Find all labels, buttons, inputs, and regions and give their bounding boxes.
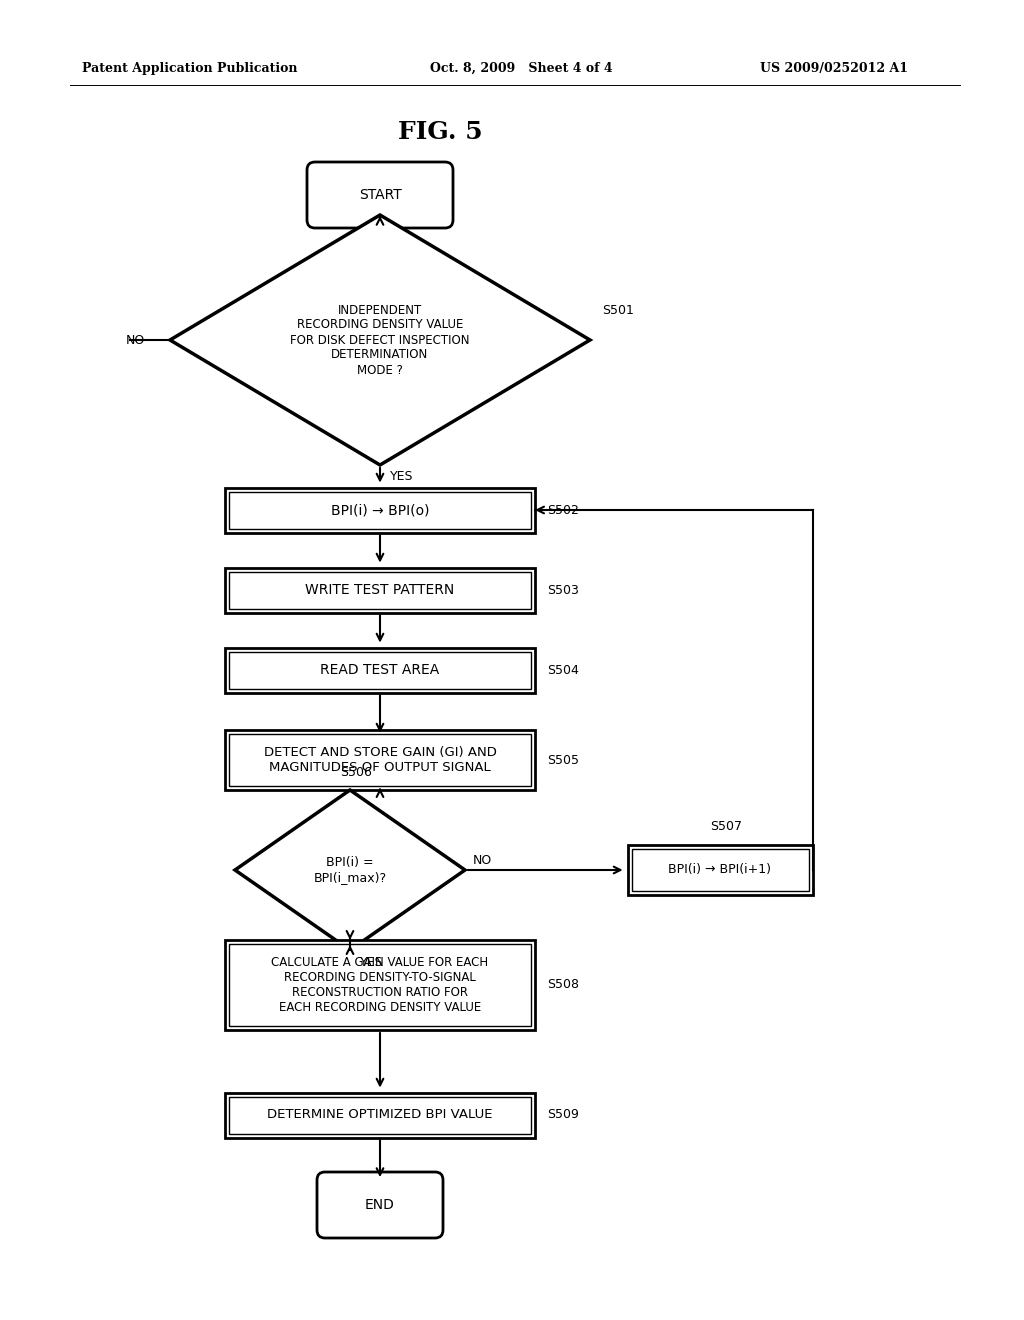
FancyBboxPatch shape [307, 162, 453, 228]
Text: S502: S502 [547, 503, 579, 516]
Text: S509: S509 [547, 1109, 579, 1122]
Text: START: START [358, 187, 401, 202]
Bar [229, 944, 531, 1026]
Text: S503: S503 [547, 583, 579, 597]
Text: INDEPENDENT
RECORDING DENSITY VALUE
FOR DISK DEFECT INSPECTION
DETERMINATION
MOD: INDEPENDENT RECORDING DENSITY VALUE FOR … [290, 304, 470, 376]
Text: S505: S505 [547, 754, 579, 767]
Text: YES: YES [360, 956, 384, 969]
Text: BPI(i) =
BPI(i_max)?: BPI(i) = BPI(i_max)? [313, 855, 387, 884]
Bar [229, 652, 531, 689]
Bar [632, 849, 809, 891]
Bar [229, 572, 531, 609]
Bar [225, 730, 535, 789]
Bar [229, 491, 531, 528]
Text: READ TEST AREA: READ TEST AREA [321, 663, 439, 677]
Text: BPI(i) → BPI(o): BPI(i) → BPI(o) [331, 503, 429, 517]
Text: BPI(i) → BPI(i+1): BPI(i) → BPI(i+1) [669, 863, 771, 876]
Text: END: END [366, 1199, 395, 1212]
Bar [225, 487, 535, 532]
Text: DETERMINE OPTIMIZED BPI VALUE: DETERMINE OPTIMIZED BPI VALUE [267, 1109, 493, 1122]
Bar [225, 1093, 535, 1138]
Bar [225, 940, 535, 1030]
Bar [225, 648, 535, 693]
Bar [229, 1097, 531, 1134]
Text: WRITE TEST PATTERN: WRITE TEST PATTERN [305, 583, 455, 597]
Text: CALCULATE A GAIN VALUE FOR EACH
RECORDING DENSITY-TO-SIGNAL
RECONSTRUCTION RATIO: CALCULATE A GAIN VALUE FOR EACH RECORDIN… [271, 956, 488, 1014]
Polygon shape [170, 215, 590, 465]
Text: S508: S508 [547, 978, 579, 991]
Text: Oct. 8, 2009   Sheet 4 of 4: Oct. 8, 2009 Sheet 4 of 4 [430, 62, 612, 75]
Polygon shape [234, 789, 465, 950]
Text: S506: S506 [340, 766, 372, 779]
Bar [225, 568, 535, 612]
Text: YES: YES [390, 470, 414, 483]
Bar [229, 734, 531, 785]
Text: S504: S504 [547, 664, 579, 676]
Text: Patent Application Publication: Patent Application Publication [82, 62, 298, 75]
Text: NO: NO [126, 334, 145, 346]
Text: S501: S501 [602, 304, 634, 317]
Text: DETECT AND STORE GAIN (GI) AND
MAGNITUDES OF OUTPUT SIGNAL: DETECT AND STORE GAIN (GI) AND MAGNITUDE… [263, 746, 497, 774]
Text: US 2009/0252012 A1: US 2009/0252012 A1 [760, 62, 908, 75]
Bar [628, 845, 812, 895]
Text: NO: NO [473, 854, 493, 866]
FancyBboxPatch shape [317, 1172, 443, 1238]
Text: FIG. 5: FIG. 5 [397, 120, 482, 144]
Text: S507: S507 [710, 821, 742, 833]
